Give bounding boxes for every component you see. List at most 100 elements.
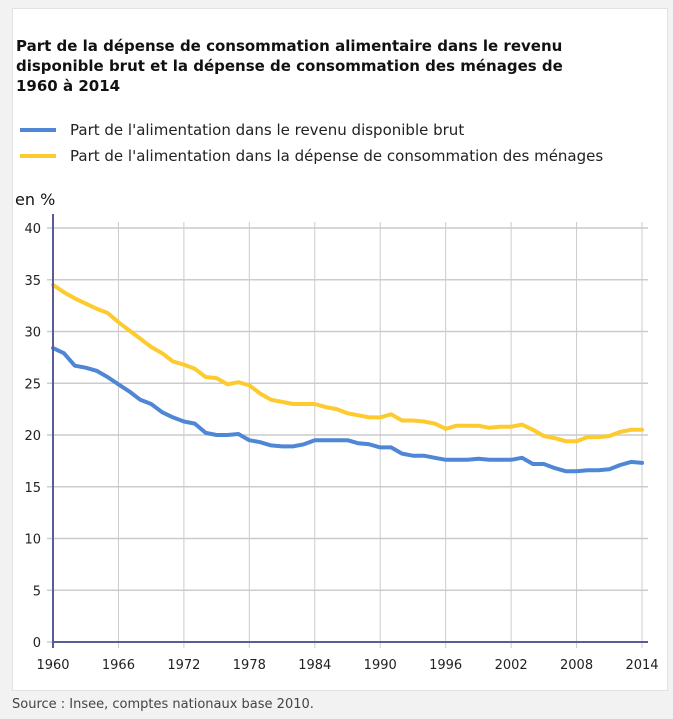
point-revenu-1988[interactable]	[355, 440, 361, 446]
point-revenu-1983[interactable]	[301, 441, 307, 447]
point-revenu-1967[interactable]	[126, 389, 132, 395]
point-depense-2008[interactable]	[574, 438, 580, 444]
point-depense-1961[interactable]	[61, 289, 67, 295]
point-depense-1964[interactable]	[94, 306, 100, 312]
point-revenu-1987[interactable]	[345, 437, 351, 443]
point-depense-1988[interactable]	[355, 412, 361, 418]
point-revenu-1978[interactable]	[246, 437, 252, 443]
legend-item-depense[interactable]: Part de l'alimentation dans la dépense d…	[20, 143, 603, 169]
point-depense-1980[interactable]	[268, 397, 274, 403]
point-depense-1984[interactable]	[312, 401, 318, 407]
point-depense-1971[interactable]	[170, 359, 176, 365]
point-revenu-2012[interactable]	[617, 462, 623, 468]
point-revenu-1998[interactable]	[464, 457, 470, 463]
point-revenu-1997[interactable]	[454, 457, 460, 463]
point-depense-1975[interactable]	[214, 375, 220, 381]
point-revenu-1972[interactable]	[181, 419, 187, 425]
point-revenu-1974[interactable]	[203, 430, 209, 436]
point-depense-2007[interactable]	[563, 438, 569, 444]
point-depense-1965[interactable]	[105, 310, 111, 316]
point-revenu-1982[interactable]	[290, 443, 296, 449]
point-revenu-2014[interactable]	[639, 460, 645, 466]
point-depense-1969[interactable]	[148, 344, 154, 350]
point-revenu-1986[interactable]	[334, 437, 340, 443]
point-depense-1995[interactable]	[432, 421, 438, 427]
point-depense-1973[interactable]	[192, 366, 198, 372]
point-depense-2003[interactable]	[519, 422, 525, 428]
point-depense-2009[interactable]	[584, 434, 590, 440]
point-depense-1968[interactable]	[137, 336, 143, 342]
point-revenu-1975[interactable]	[214, 432, 220, 438]
point-depense-1967[interactable]	[126, 327, 132, 333]
point-revenu-1994[interactable]	[421, 453, 427, 459]
point-depense-2002[interactable]	[508, 424, 514, 430]
point-revenu-1996[interactable]	[443, 457, 449, 463]
point-depense-1990[interactable]	[377, 414, 383, 420]
point-depense-2014[interactable]	[639, 427, 645, 433]
point-revenu-2003[interactable]	[519, 455, 525, 461]
point-revenu-1977[interactable]	[235, 431, 241, 437]
point-revenu-1992[interactable]	[399, 451, 405, 457]
series-line-depense[interactable]	[51, 282, 644, 444]
point-revenu-1976[interactable]	[225, 432, 231, 438]
point-depense-2000[interactable]	[486, 425, 492, 431]
point-depense-1983[interactable]	[301, 401, 307, 407]
point-depense-1977[interactable]	[235, 379, 241, 385]
point-revenu-2001[interactable]	[497, 457, 503, 463]
point-revenu-1969[interactable]	[148, 401, 154, 407]
point-revenu-1985[interactable]	[323, 437, 329, 443]
point-revenu-1979[interactable]	[257, 439, 263, 445]
point-depense-1986[interactable]	[334, 406, 340, 412]
point-depense-1978[interactable]	[246, 382, 252, 388]
point-depense-1963[interactable]	[83, 301, 89, 307]
point-depense-1992[interactable]	[399, 418, 405, 424]
point-depense-1989[interactable]	[366, 414, 372, 420]
point-depense-1998[interactable]	[464, 423, 470, 429]
point-revenu-2011[interactable]	[606, 466, 612, 472]
point-depense-2013[interactable]	[628, 427, 634, 433]
point-revenu-1962[interactable]	[72, 363, 78, 369]
point-depense-2001[interactable]	[497, 424, 503, 430]
point-revenu-2002[interactable]	[508, 457, 514, 463]
point-depense-1997[interactable]	[454, 423, 460, 429]
point-revenu-1989[interactable]	[366, 441, 372, 447]
point-revenu-1963[interactable]	[83, 365, 89, 371]
point-depense-2006[interactable]	[552, 435, 558, 441]
point-depense-1993[interactable]	[410, 418, 416, 424]
point-revenu-1991[interactable]	[388, 444, 394, 450]
point-revenu-2000[interactable]	[486, 457, 492, 463]
point-depense-1982[interactable]	[290, 401, 296, 407]
point-depense-1987[interactable]	[345, 410, 351, 416]
point-revenu-1965[interactable]	[105, 374, 111, 380]
point-depense-1966[interactable]	[115, 319, 121, 325]
point-revenu-2005[interactable]	[541, 461, 547, 467]
point-depense-1981[interactable]	[279, 399, 285, 405]
point-revenu-2004[interactable]	[530, 461, 536, 467]
point-depense-2012[interactable]	[617, 429, 623, 435]
point-revenu-1990[interactable]	[377, 444, 383, 450]
point-revenu-1961[interactable]	[61, 350, 67, 356]
point-depense-1962[interactable]	[72, 295, 78, 301]
point-revenu-1968[interactable]	[137, 397, 143, 403]
point-revenu-1981[interactable]	[279, 443, 285, 449]
point-revenu-2006[interactable]	[552, 465, 558, 471]
point-depense-1985[interactable]	[323, 404, 329, 410]
point-revenu-2008[interactable]	[574, 468, 580, 474]
point-depense-1996[interactable]	[443, 426, 449, 432]
point-depense-2005[interactable]	[541, 433, 547, 439]
point-depense-1970[interactable]	[159, 350, 165, 356]
point-revenu-2013[interactable]	[628, 459, 634, 465]
series-line-revenu[interactable]	[51, 346, 644, 474]
point-revenu-1993[interactable]	[410, 453, 416, 459]
point-revenu-1964[interactable]	[94, 368, 100, 374]
point-depense-1974[interactable]	[203, 374, 209, 380]
point-revenu-2010[interactable]	[595, 467, 601, 473]
point-revenu-1999[interactable]	[475, 456, 481, 462]
point-revenu-1980[interactable]	[268, 442, 274, 448]
point-depense-1999[interactable]	[475, 423, 481, 429]
point-depense-2010[interactable]	[595, 434, 601, 440]
point-depense-1972[interactable]	[181, 362, 187, 368]
point-revenu-1984[interactable]	[312, 437, 318, 443]
point-revenu-1995[interactable]	[432, 455, 438, 461]
point-depense-2004[interactable]	[530, 427, 536, 433]
